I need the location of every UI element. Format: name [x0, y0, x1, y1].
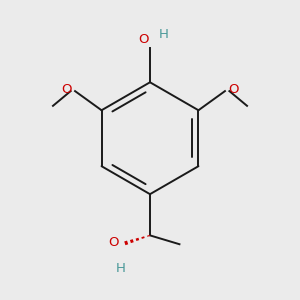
- Text: O: O: [138, 33, 149, 46]
- Text: O: O: [229, 83, 239, 96]
- Text: H: H: [116, 262, 125, 275]
- Text: H: H: [158, 28, 168, 41]
- Text: O: O: [109, 236, 119, 249]
- Text: O: O: [61, 83, 71, 96]
